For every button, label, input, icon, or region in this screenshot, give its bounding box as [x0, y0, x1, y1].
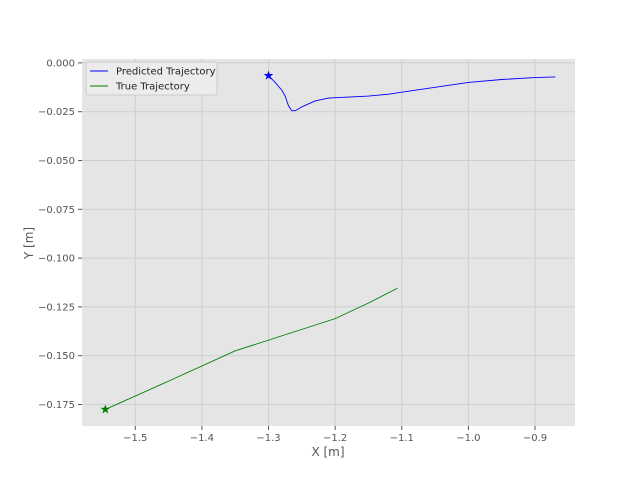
y-tick-label: −0.125	[38, 302, 75, 313]
y-tick-label: 0.000	[46, 58, 75, 69]
x-tick-label: −1.4	[190, 433, 214, 444]
x-tick-label: −1.1	[390, 433, 414, 444]
predicted-trajectory-line	[268, 75, 556, 112]
y-tick-label: −0.075	[38, 205, 75, 216]
y-tick-label: −0.175	[38, 400, 75, 411]
y-tick-label: −0.050	[38, 156, 75, 167]
x-tick-label: −1.2	[323, 433, 347, 444]
y-tick-label: −0.100	[38, 254, 75, 265]
y-axis-ticks: 0.000 −0.025 −0.050 −0.075 −0.100 −0.125 −0.15…	[38, 58, 82, 411]
true-start-marker	[100, 404, 111, 414]
x-tick-label: −1.5	[123, 433, 147, 444]
x-tick-label: −1.3	[256, 433, 280, 444]
legend-predicted-label: Predicted Trajectory	[116, 67, 216, 78]
predicted-start-marker	[263, 70, 274, 80]
plot-background	[82, 59, 575, 426]
legend: Predicted Trajectory True Trajectory	[85, 61, 218, 96]
true-trajectory-line	[104, 287, 398, 410]
x-axis-label: X [m]	[311, 445, 344, 459]
legend-box	[85, 61, 218, 96]
y-tick-label: −0.150	[38, 351, 75, 362]
legend-true-label: True Trajectory	[115, 82, 190, 93]
y-axis-label: Y [m]	[22, 227, 36, 260]
x-tick-label: −0.9	[523, 433, 547, 444]
x-tick-label: −1.0	[456, 433, 480, 444]
series-layer	[100, 70, 556, 414]
grid	[82, 59, 575, 426]
y-tick-label: −0.025	[38, 107, 75, 118]
x-axis-ticks: −1.5 −1.4 −1.3 −1.2 −1.1 −1.0 −0.9	[123, 426, 547, 444]
